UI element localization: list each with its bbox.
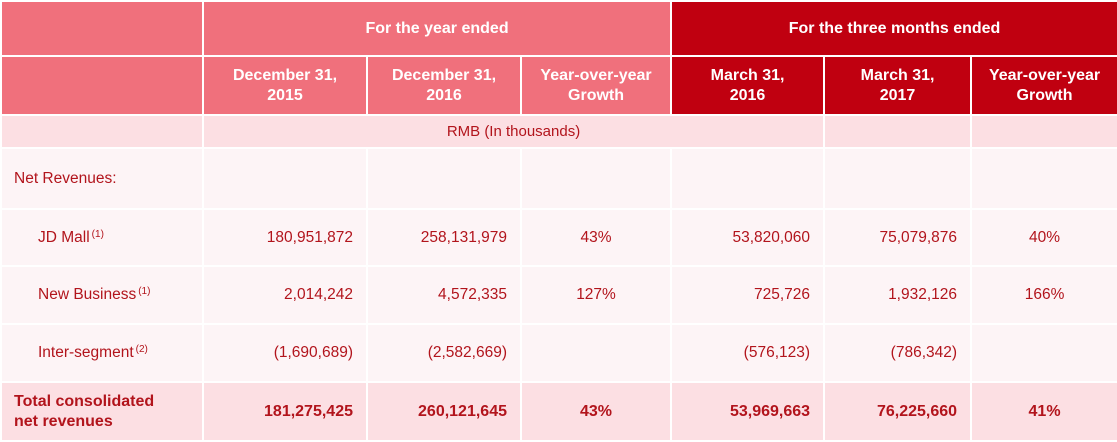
header-corner-cell xyxy=(0,0,204,57)
column-header-mar-2017: March 31, 2017 xyxy=(823,55,973,116)
empty-cell xyxy=(202,147,368,210)
table-row: JD Mall (1) 180,951,872 258,131,979 43% 5… xyxy=(0,208,1117,267)
value-cell: (576,123) xyxy=(670,323,826,383)
section-label: Net Revenues: xyxy=(0,147,204,210)
total-label: Total consolidated net revenues xyxy=(0,381,204,442)
growth-cell: 127% xyxy=(519,265,673,325)
value-cell: 1,932,126 xyxy=(823,265,973,325)
header-group-row: For the year ended For the three months … xyxy=(0,0,1117,57)
total-growth-cell: 43% xyxy=(519,381,673,442)
total-growth-cell: 41% xyxy=(970,381,1117,442)
row-label: New Business (1) xyxy=(0,265,204,325)
column-header-dec-2016: December 31, 2016 xyxy=(366,55,522,116)
growth-cell xyxy=(970,323,1117,383)
units-blank-cell xyxy=(823,114,973,149)
value-cell: 75,079,876 xyxy=(823,208,973,267)
growth-cell: 40% xyxy=(970,208,1117,267)
total-value-cell: 260,121,645 xyxy=(366,381,522,442)
value-cell: 180,951,872 xyxy=(202,208,368,267)
value-cell: (2,582,669) xyxy=(366,323,522,383)
total-row: Total consolidated net revenues 181,275,… xyxy=(0,381,1117,442)
row-label-text: New Business xyxy=(38,286,137,303)
table-row: Inter-segment (2) (1,690,689) (2,582,669)… xyxy=(0,323,1117,383)
column-header-yoy-year: Year-over-year Growth xyxy=(519,55,673,116)
header-corner-cell xyxy=(0,55,204,116)
growth-cell: 43% xyxy=(519,208,673,267)
header-group-quarter: For the three months ended xyxy=(670,0,1117,57)
units-blank-cell xyxy=(970,114,1117,149)
empty-cell xyxy=(519,147,673,210)
header-group-year: For the year ended xyxy=(201,0,673,57)
row-label: JD Mall (1) xyxy=(0,208,204,267)
value-cell: 258,131,979 xyxy=(366,208,522,267)
section-row: Net Revenues: xyxy=(0,147,1117,210)
value-cell: 53,820,060 xyxy=(670,208,826,267)
footnote-ref: (1) xyxy=(91,228,104,240)
column-header-mar-2016: March 31, 2016 xyxy=(670,55,826,116)
row-label: Inter-segment (2) xyxy=(0,323,204,383)
growth-cell: 166% xyxy=(970,265,1117,325)
empty-cell xyxy=(970,147,1117,210)
total-value-cell: 76,225,660 xyxy=(823,381,973,442)
units-label: RMB (In thousands) xyxy=(201,114,826,149)
total-value-cell: 181,275,425 xyxy=(202,381,368,442)
total-value-cell: 53,969,663 xyxy=(670,381,826,442)
value-cell: (1,690,689) xyxy=(202,323,368,383)
units-row: RMB (In thousands) xyxy=(0,114,1117,149)
header-column-row: December 31, 2015 December 31, 2016 Year… xyxy=(0,55,1117,116)
value-cell: 2,014,242 xyxy=(202,265,368,325)
value-cell: 725,726 xyxy=(670,265,826,325)
row-label-text: JD Mall xyxy=(38,228,90,246)
column-header-dec-2015: December 31, 2015 xyxy=(202,55,368,116)
footnote-ref: (2) xyxy=(135,344,148,355)
row-label-text: Inter-segment xyxy=(38,344,134,361)
column-header-yoy-quarter: Year-over-year Growth xyxy=(970,55,1117,116)
value-cell: (786,342) xyxy=(823,323,973,383)
table-row: New Business (1) 2,014,242 4,572,335 127%… xyxy=(0,265,1117,325)
growth-cell xyxy=(519,323,673,383)
footnote-ref: (1) xyxy=(138,286,151,297)
value-cell: 4,572,335 xyxy=(366,265,522,325)
empty-cell xyxy=(366,147,522,210)
empty-cell xyxy=(823,147,973,210)
empty-cell xyxy=(670,147,826,210)
units-blank-cell xyxy=(0,114,204,149)
